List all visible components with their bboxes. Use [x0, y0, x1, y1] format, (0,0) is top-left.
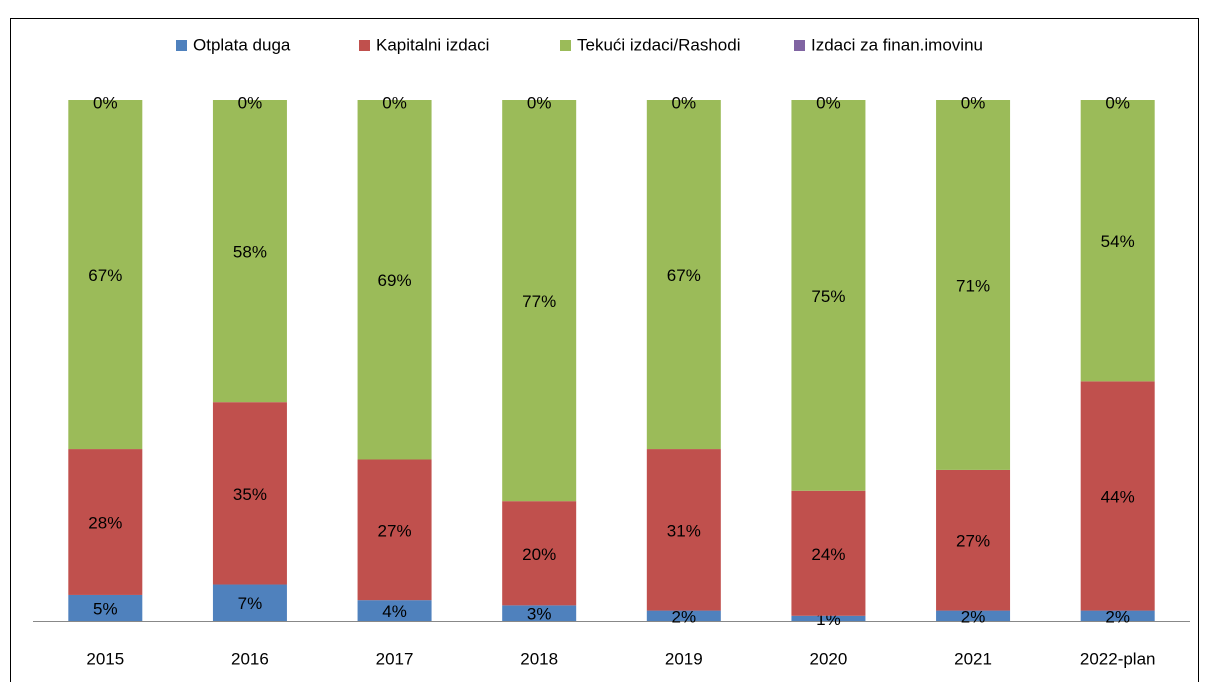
bar-segment	[1080, 100, 1155, 382]
data-label: 67%	[667, 266, 701, 285]
data-label: 54%	[1101, 232, 1135, 251]
data-label: 0%	[816, 93, 841, 112]
bar-segment	[502, 501, 577, 606]
data-label: 58%	[233, 243, 267, 262]
x-tick-label: 2015	[86, 649, 124, 668]
bar-segment	[936, 100, 1011, 470]
bar-segment	[646, 100, 721, 450]
data-label: 0%	[238, 93, 263, 112]
x-tick-label: 2020	[810, 649, 848, 668]
bar-segment	[791, 490, 866, 616]
data-label: 24%	[811, 545, 845, 564]
legend-swatch	[176, 40, 187, 51]
legend-swatch	[794, 40, 805, 51]
chart-border	[10, 18, 1199, 682]
data-label: 75%	[811, 287, 845, 306]
data-label: 2%	[961, 607, 986, 626]
bar-segment	[791, 100, 866, 491]
data-label: 27%	[956, 532, 990, 551]
data-label: 3%	[527, 605, 552, 624]
legend-label: Tekući izdaci/Rashodi	[577, 35, 740, 54]
data-label: 71%	[956, 276, 990, 295]
x-tick-label: 2021	[954, 649, 992, 668]
x-tick-label: 2022-plan	[1080, 649, 1156, 668]
data-label: 0%	[382, 93, 407, 112]
x-tick-label: 2019	[665, 649, 703, 668]
data-label: 0%	[93, 93, 118, 112]
bar-segment	[357, 100, 432, 460]
data-label: 0%	[672, 93, 697, 112]
data-label: 31%	[667, 521, 701, 540]
data-label: 0%	[1105, 93, 1130, 112]
x-tick-label: 2016	[231, 649, 269, 668]
legend-label: Kapitalni izdaci	[376, 35, 489, 54]
bar-segment	[791, 615, 866, 621]
data-label: 35%	[233, 485, 267, 504]
x-tick-label: 2018	[520, 649, 558, 668]
data-label: 69%	[378, 271, 412, 290]
bar-segment	[502, 605, 577, 621]
data-label: 2%	[672, 607, 697, 626]
data-label: 5%	[93, 599, 118, 618]
bar-segment	[212, 100, 287, 403]
bar-segment	[502, 100, 577, 502]
bar-segment	[357, 600, 432, 621]
bar-segment	[212, 402, 287, 585]
bar-segment	[68, 449, 143, 595]
bar-segment	[68, 100, 143, 450]
bar-segment	[1080, 381, 1155, 611]
bar-segment	[68, 594, 143, 621]
data-label: 7%	[238, 594, 263, 613]
x-tick-label: 2017	[376, 649, 414, 668]
data-label: 0%	[961, 93, 986, 112]
data-label: 0%	[527, 93, 552, 112]
data-label: 2%	[1105, 607, 1130, 626]
legend-label: Otplata duga	[193, 35, 291, 54]
bar-segment	[936, 469, 1011, 611]
data-label: 4%	[382, 602, 407, 621]
legend-swatch	[359, 40, 370, 51]
bar-segment	[212, 584, 287, 621]
data-label: 44%	[1101, 487, 1135, 506]
data-label: 28%	[88, 513, 122, 532]
legend-swatch	[560, 40, 571, 51]
data-label: 67%	[88, 266, 122, 285]
data-label: 20%	[522, 545, 556, 564]
bar-segment	[646, 610, 721, 621]
bar-segment	[1080, 610, 1155, 621]
data-label: 27%	[378, 521, 412, 540]
bar-segment	[357, 459, 432, 601]
bar-segment	[936, 610, 1011, 621]
legend-label: Izdaci za finan.imovinu	[811, 35, 983, 54]
bar-segment	[646, 449, 721, 611]
data-label: 77%	[522, 292, 556, 311]
